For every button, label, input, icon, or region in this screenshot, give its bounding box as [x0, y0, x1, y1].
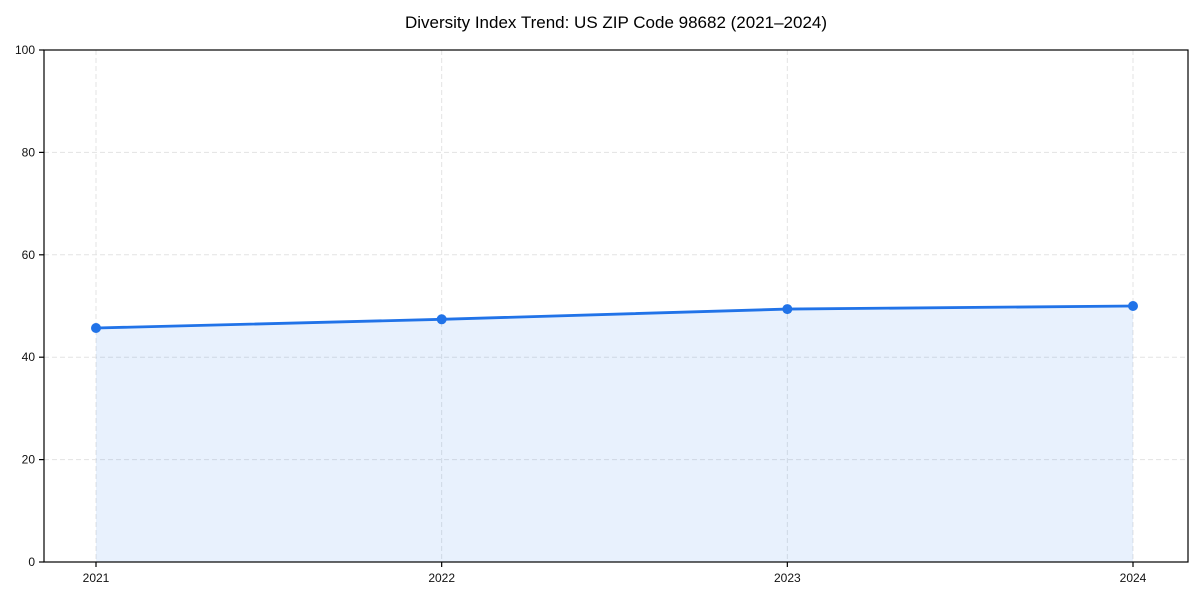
y-tick-label: 80 [22, 145, 36, 159]
y-tick-label: 40 [22, 350, 36, 364]
y-tick-label: 100 [15, 43, 35, 57]
x-tick-label: 2021 [83, 571, 110, 585]
chart-title: Diversity Index Trend: US ZIP Code 98682… [404, 13, 828, 32]
y-tick-label: 20 [22, 453, 36, 467]
y-tick-label: 0 [28, 555, 35, 569]
x-tick-label: 2023 [774, 571, 801, 585]
plot-border [43, 49, 1189, 563]
data-point [1128, 301, 1138, 311]
data-point [436, 314, 447, 325]
data-point [91, 323, 101, 334]
x-tick-label: 2022 [428, 571, 455, 585]
x-tick-label: 2024 [1120, 571, 1147, 585]
trend-line [94, 304, 1135, 330]
area-fill [96, 306, 1133, 562]
data-point [782, 304, 793, 315]
y-tick-label: 60 [22, 248, 36, 262]
